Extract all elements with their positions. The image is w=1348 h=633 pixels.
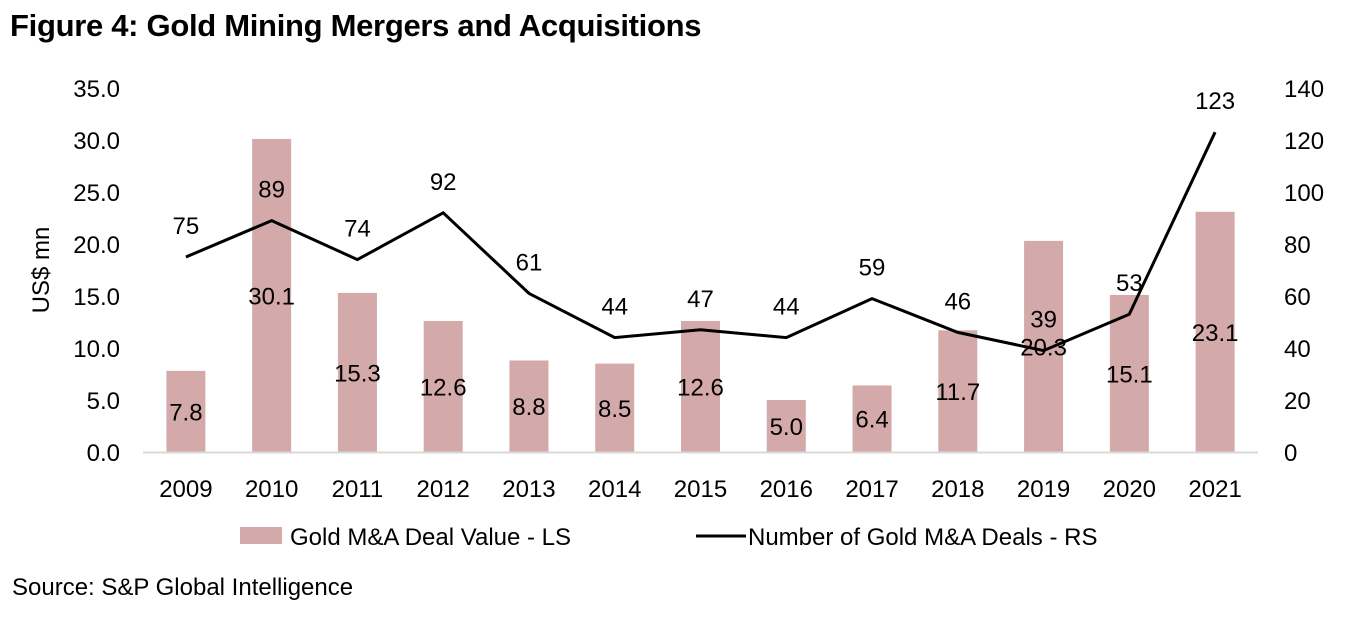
bar-value-label: 12.6 (420, 374, 467, 401)
y2-tick-label: 60 (1284, 284, 1311, 311)
legend-swatch-bar (240, 527, 282, 544)
y2-tick-label: 100 (1284, 180, 1324, 207)
line-value-label: 74 (344, 216, 371, 243)
deals-line (185, 131, 1217, 353)
bar-value-label: 23.1 (1192, 320, 1239, 347)
y-tick-label: 30.0 (73, 128, 120, 155)
x-tick-label: 2017 (845, 476, 898, 503)
x-tick-label: 2012 (416, 476, 469, 503)
legend: Gold M&A Deal Value - LS Number of Gold … (240, 524, 1097, 551)
bar-2009 (166, 370, 206, 452)
bar-2017 (852, 385, 892, 452)
bar-value-label: 5.0 (770, 414, 803, 441)
line-value-label: 47 (687, 286, 714, 313)
y2-tick-label: 0 (1284, 440, 1297, 467)
bar-value-label: 15.1 (1106, 361, 1153, 388)
bar-value-label: 6.4 (855, 407, 888, 434)
left-axis-ticks: 0.0 5.0 10.0 15.0 20.0 25.0 30.0 35.0 (73, 76, 120, 467)
bar-value-label: 7.8 (169, 399, 202, 426)
line-value-label: 44 (601, 294, 628, 321)
x-axis-ticks: 2009 2010 2011 2012 2013 2014 2015 2016 2017 2018… (159, 476, 1242, 503)
chart-title: Figure 4: Gold Mining Mergers and Acquis… (10, 8, 702, 43)
line-value-label: 123 (1195, 88, 1235, 115)
line-value-label: 75 (173, 213, 200, 240)
legend-label-bar: Gold M&A Deal Value - LS (290, 524, 571, 551)
bar-2016 (766, 400, 806, 452)
line-value-label: 89 (258, 177, 285, 204)
bar-value-label: 8.5 (598, 396, 631, 423)
bar-value-label: 11.7 (935, 379, 980, 406)
line-value-label: 46 (944, 288, 971, 315)
bar-2015 (681, 320, 720, 452)
bar-value-label: 20.3 (1020, 334, 1067, 361)
source-note: Source: S&P Global Intelligence (12, 574, 354, 601)
line-value-label: 44 (773, 294, 800, 321)
bar-value-label: 15.3 (334, 360, 381, 387)
bar-2018 (938, 330, 978, 452)
bar-2010 (252, 138, 292, 452)
x-tick-label: 2009 (159, 476, 212, 503)
y-tick-label: 0.0 (87, 440, 120, 467)
y-tick-label: 5.0 (87, 388, 120, 415)
y-tick-label: 15.0 (73, 284, 120, 311)
x-tick-label: 2018 (931, 476, 984, 503)
x-tick-label: 2016 (760, 476, 813, 503)
chart: 0.0 5.0 10.0 15.0 20.0 25.0 30.0 35.0 0 20 40 60 80… (28, 76, 1324, 551)
right-axis-ticks: 0 20 40 60 80 100 120 140 (1284, 76, 1324, 467)
y-tick-label: 10.0 (73, 336, 120, 363)
y2-tick-label: 120 (1284, 128, 1324, 155)
data-labels: 7.8 30.1 15.3 12.6 8.8 8.5 12.6 5.0 6.4 11.7 20.3 1… (169, 88, 1238, 441)
y2-tick-label: 80 (1284, 232, 1311, 259)
x-tick-label: 2015 (674, 476, 727, 503)
y-tick-label: 25.0 (73, 180, 120, 207)
bars-layer (166, 138, 1235, 452)
bar-value-label: 8.8 (512, 394, 545, 421)
x-tick-label: 2010 (245, 476, 298, 503)
y-tick-label: 20.0 (73, 232, 120, 259)
y-tick-label: 35.0 (73, 76, 120, 103)
x-tick-label: 2020 (1103, 476, 1156, 503)
line-layer (185, 131, 1217, 353)
x-tick-label: 2013 (502, 476, 555, 503)
bar-2013 (509, 360, 549, 452)
line-value-label: 92 (430, 169, 457, 196)
bar-2021 (1195, 211, 1235, 452)
bar-2014 (595, 363, 635, 452)
bar-2012 (423, 320, 463, 452)
y2-tick-label: 40 (1284, 336, 1311, 363)
line-value-label: 53 (1116, 270, 1143, 297)
y2-tick-label: 140 (1284, 76, 1324, 103)
x-tick-label: 2011 (332, 476, 384, 503)
y2-tick-label: 20 (1284, 388, 1311, 415)
bar-value-label: 12.6 (677, 374, 724, 401)
bar-value-label: 30.1 (248, 283, 295, 310)
legend-label-line: Number of Gold M&A Deals - RS (748, 524, 1097, 551)
line-value-label: 61 (516, 249, 543, 276)
x-tick-label: 2014 (588, 476, 641, 503)
line-value-label: 59 (859, 255, 886, 282)
x-tick-label: 2021 (1188, 476, 1241, 503)
line-value-label: 39 (1030, 307, 1057, 334)
x-tick-label: 2019 (1017, 476, 1070, 503)
bar-2011 (337, 292, 377, 452)
y-axis-label: US$ mn (28, 227, 55, 314)
